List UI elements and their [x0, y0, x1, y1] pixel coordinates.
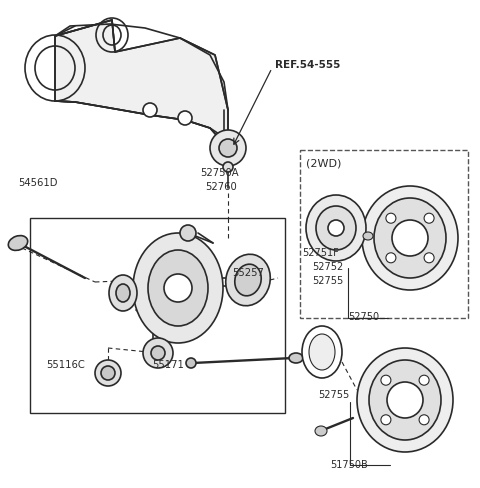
Text: 55116C: 55116C [46, 360, 85, 370]
Ellipse shape [219, 139, 237, 157]
Text: 52750A: 52750A [200, 168, 239, 178]
Ellipse shape [8, 236, 28, 250]
Ellipse shape [374, 198, 446, 278]
Text: 52760: 52760 [205, 182, 237, 192]
Ellipse shape [289, 353, 303, 363]
Ellipse shape [392, 220, 428, 256]
Text: 52750: 52750 [348, 312, 379, 322]
Ellipse shape [178, 111, 192, 125]
Text: (2WD): (2WD) [306, 158, 341, 168]
Ellipse shape [424, 213, 434, 223]
Ellipse shape [95, 360, 121, 386]
Text: 51750B: 51750B [330, 460, 368, 470]
Ellipse shape [357, 348, 453, 452]
Bar [300, 150, 468, 318]
Polygon shape [55, 20, 228, 145]
Ellipse shape [148, 250, 208, 326]
Ellipse shape [235, 264, 261, 296]
Ellipse shape [363, 232, 373, 240]
Ellipse shape [328, 220, 344, 236]
Text: REF.54-555: REF.54-555 [275, 60, 340, 70]
Text: 55171: 55171 [152, 360, 184, 370]
Ellipse shape [315, 426, 327, 436]
Ellipse shape [164, 274, 192, 302]
Ellipse shape [101, 366, 115, 380]
Ellipse shape [180, 225, 196, 241]
Ellipse shape [133, 233, 223, 343]
Ellipse shape [424, 253, 434, 263]
Ellipse shape [316, 206, 356, 250]
Ellipse shape [116, 284, 130, 302]
Ellipse shape [419, 375, 429, 385]
Ellipse shape [143, 338, 173, 368]
Ellipse shape [362, 186, 458, 290]
Ellipse shape [302, 326, 342, 378]
Text: 52755: 52755 [318, 390, 349, 400]
Ellipse shape [381, 415, 391, 425]
Ellipse shape [143, 103, 157, 117]
Text: 55257: 55257 [232, 268, 264, 278]
Text: 52752: 52752 [312, 262, 343, 272]
Text: 54561D: 54561D [18, 178, 58, 188]
Ellipse shape [369, 360, 441, 440]
Text: 52751F: 52751F [302, 248, 339, 258]
Ellipse shape [419, 415, 429, 425]
Ellipse shape [386, 253, 396, 263]
Ellipse shape [210, 130, 246, 166]
Ellipse shape [151, 346, 165, 360]
Ellipse shape [223, 162, 233, 172]
Ellipse shape [226, 254, 270, 306]
Ellipse shape [387, 382, 423, 418]
Ellipse shape [306, 195, 366, 261]
Ellipse shape [186, 358, 196, 368]
Bar [30, 218, 285, 413]
Ellipse shape [381, 375, 391, 385]
Text: 52755: 52755 [312, 276, 343, 286]
Ellipse shape [386, 213, 396, 223]
Ellipse shape [309, 334, 335, 370]
Ellipse shape [109, 275, 137, 311]
